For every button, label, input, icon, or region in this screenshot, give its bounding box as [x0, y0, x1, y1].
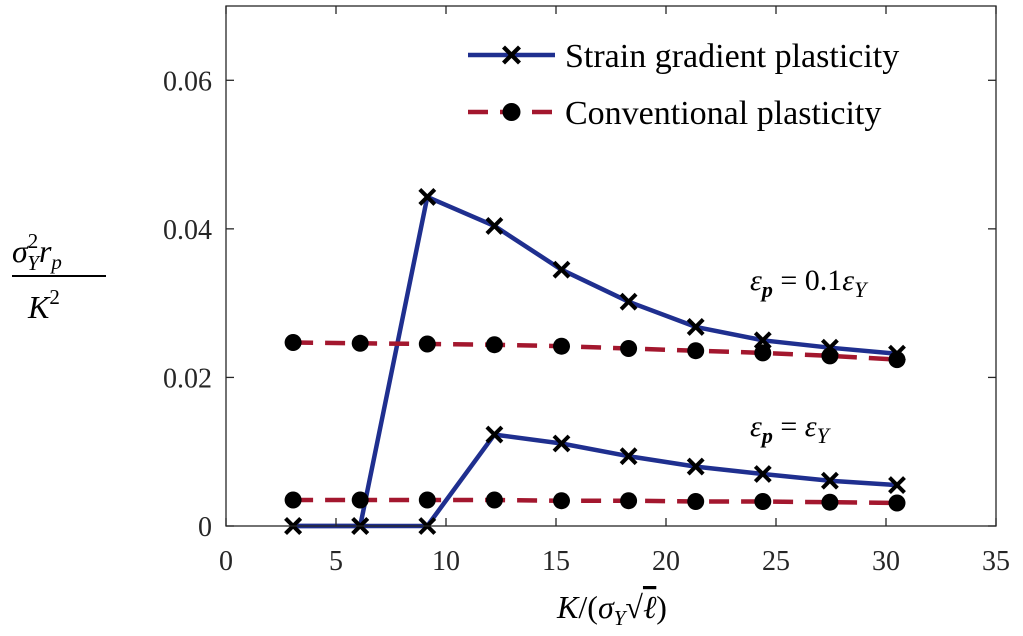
- data-point-dot-marker: [418, 335, 436, 353]
- data-point-dot-marker: [620, 492, 638, 510]
- axis-layer: 0 5 10 15 20 25 30 35 0 0.02 0.04 0.06: [163, 6, 1010, 577]
- data-point-dot-marker: [754, 344, 772, 362]
- data-point-dot-marker: [553, 337, 570, 355]
- y-tick-label: 0.02: [163, 363, 212, 394]
- data-point-x-marker: [485, 425, 504, 444]
- data-point-dot-marker: [284, 334, 302, 351]
- data-point-x-marker: [686, 317, 705, 336]
- data-point-dot-marker: [687, 493, 705, 510]
- data-point-dot-marker: [418, 491, 436, 509]
- y-axis-label: σ2 Yrp K2: [12, 229, 106, 325]
- x-tick-label: 35: [982, 546, 1010, 577]
- data-point-dot-marker: [821, 493, 839, 511]
- data-point-dot-marker: [687, 342, 705, 360]
- data-point-dot-marker: [620, 340, 638, 357]
- data-point-x-marker: [619, 447, 638, 466]
- data-point-x-marker: [619, 292, 638, 311]
- data-point-x-marker: [753, 331, 772, 350]
- data-point-dot-marker: [485, 491, 503, 509]
- data-point-dot-marker: [821, 347, 839, 365]
- x-tick-label: 15: [542, 546, 570, 577]
- series-layer: [284, 187, 906, 535]
- data-point-x-marker: [820, 471, 839, 490]
- legend: Strain gradient plasticity Conventional …: [448, 18, 976, 144]
- plot-frame: [225, 5, 997, 527]
- annotation-ep-0.1ey: εp = 0.1εY: [750, 264, 869, 302]
- data-point-x-marker: [753, 465, 772, 483]
- x-tick-label: 5: [329, 546, 343, 577]
- x-tick-label: 20: [652, 546, 680, 577]
- x-tick-label: 10: [432, 546, 460, 577]
- data-point-dot-marker: [351, 491, 369, 509]
- legend-box: [448, 18, 976, 144]
- y-tick-label: 0: [198, 512, 212, 543]
- data-point-dot-marker: [888, 351, 906, 369]
- data-point-x-marker: [485, 216, 504, 235]
- series-3-cp: [284, 491, 906, 512]
- data-point-dot-marker: [284, 491, 302, 509]
- annotation-ep-ey: εp = εY: [750, 410, 832, 448]
- y-tick-label: 0.04: [163, 215, 212, 246]
- data-point-dot-marker: [553, 492, 570, 510]
- data-point-x-marker: [686, 457, 705, 476]
- series-line: [293, 340, 898, 362]
- legend-marker-cp: [502, 103, 521, 121]
- data-point-x-marker: [888, 476, 906, 495]
- x-tick-label: 30: [872, 546, 900, 577]
- x-tick-label: 0: [219, 546, 233, 577]
- x-tick-label: 25: [762, 546, 790, 577]
- series-line: [293, 497, 898, 506]
- data-point-x-marker: [552, 434, 571, 453]
- data-point-dot-marker: [754, 493, 772, 510]
- data-point-dot-marker: [888, 494, 906, 512]
- data-point-x-marker: [552, 260, 571, 279]
- data-point-x-marker: [418, 187, 437, 206]
- y-tick-label: 0.06: [163, 66, 212, 97]
- series-line: [293, 194, 898, 529]
- legend-label-cp: Conventional plasticity: [565, 95, 881, 132]
- series-1-cp: [284, 334, 906, 369]
- svg-text:K2: K2: [27, 285, 60, 325]
- data-point-dot-marker: [485, 336, 503, 354]
- x-axis-label: K/(σY√ℓ): [556, 589, 667, 630]
- legend-marker-sgp: [502, 45, 521, 65]
- data-point-dot-marker: [351, 334, 369, 352]
- legend-label-sgp: Strain gradient plasticity: [565, 38, 899, 75]
